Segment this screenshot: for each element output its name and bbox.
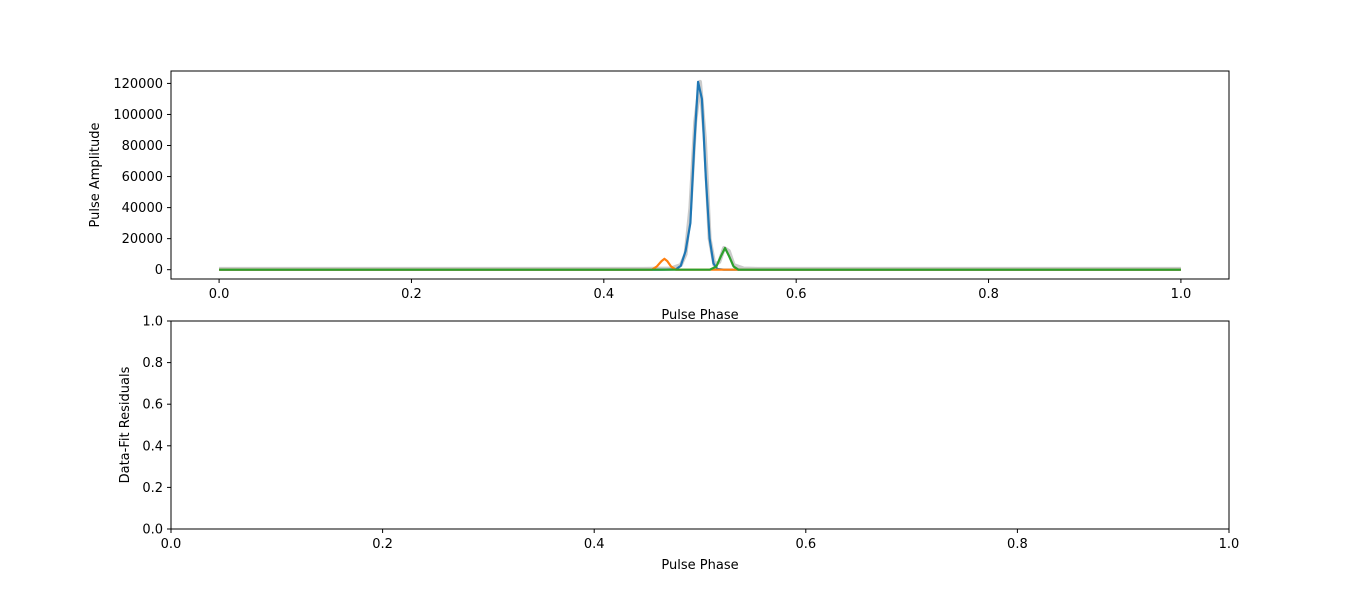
x-tick-label: 0.0 <box>209 287 230 302</box>
x-tick-label: 0.6 <box>786 287 807 302</box>
x-tick-label: 0.8 <box>978 287 999 302</box>
y-tick-label: 0.8 <box>142 356 163 371</box>
x-tick-label: 0.2 <box>401 287 422 302</box>
y-axis-label-top: Pulse Amplitude <box>88 123 103 228</box>
pulse-series-group <box>219 79 1181 271</box>
x-tick-label: 1.0 <box>1171 287 1192 302</box>
y-tick-label: 100000 <box>113 108 163 123</box>
axes-frame-top <box>170 70 1230 280</box>
plot-area-bottom <box>171 321 1229 529</box>
y-tick-label: 1.0 <box>142 315 163 330</box>
plot-area-top <box>171 71 1229 279</box>
y-tick-label: 0.4 <box>142 439 163 454</box>
x-ticks-top: 0.0 0.2 0.4 0.6 0.8 1.0 <box>209 279 1192 302</box>
y-tick-label: 20000 <box>122 232 163 247</box>
x-tick-label: 0.4 <box>593 287 614 302</box>
y-tick-label: 0 <box>155 263 163 278</box>
y-ticks-bottom: 0.0 0.2 0.4 0.6 0.8 1.0 <box>142 315 171 538</box>
y-tick-label: 120000 <box>113 77 163 92</box>
pulse-amplitude-axes: 0.0 0.2 0.4 0.6 0.8 1.0 0 20000 40000 60000 80000… <box>88 70 1230 323</box>
x-tick-label: 0.2 <box>372 537 393 552</box>
y-axis-label-bottom: Data-Fit Residuals <box>118 366 133 483</box>
y-tick-label: 80000 <box>122 139 163 154</box>
y-ticks-top: 0 20000 40000 60000 80000 100000 120000 <box>113 77 171 278</box>
x-tick-label: 1.0 <box>1219 537 1240 552</box>
x-tick-label: 0.4 <box>584 537 605 552</box>
y-tick-label: 0.6 <box>142 398 163 413</box>
pulse-series-line-3 <box>219 246 1181 271</box>
residuals-axes: 0.0 0.2 0.4 0.6 0.8 1.0 0.0 0.2 0.4 0.6 0.8 1.0 Pu… <box>118 315 1239 574</box>
y-tick-label: 40000 <box>122 201 163 216</box>
x-axis-label-top: Pulse Phase <box>661 308 738 323</box>
x-tick-label: 0.6 <box>795 537 816 552</box>
x-ticks-bottom: 0.0 0.2 0.4 0.6 0.8 1.0 <box>161 529 1240 552</box>
y-tick-label: 60000 <box>122 170 163 185</box>
x-tick-label: 0.8 <box>1007 537 1028 552</box>
x-tick-label: 0.0 <box>161 537 182 552</box>
axes-frame-bottom <box>170 320 1230 530</box>
x-axis-label-bottom: Pulse Phase <box>661 558 738 573</box>
y-tick-label: 0.2 <box>142 481 163 496</box>
y-tick-label: 0.0 <box>142 523 163 538</box>
